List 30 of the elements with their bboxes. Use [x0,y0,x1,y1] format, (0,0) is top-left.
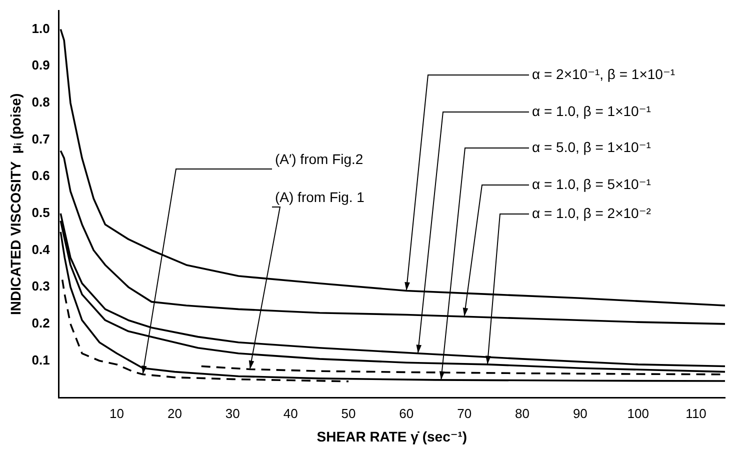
annotation: α = 2×10⁻¹, β = 1×10⁻¹ [532,66,676,82]
y-tick-label: 0.8 [32,94,50,110]
x-tick-label: 80 [515,406,530,421]
x-tick-label: 20 [167,406,182,421]
y-tick-label: 0.9 [32,58,50,73]
x-tick-label: 70 [457,406,472,421]
y-tick-label: 0.4 [32,242,51,257]
annotation: α = 1.0, β = 5×10⁻¹ [532,176,652,192]
x-axis-title: SHEAR RATE γ̇ (sec⁻¹) [316,428,468,444]
annotation: (A′) from Fig.2 [275,150,364,167]
x-tick-label: 110 [686,406,706,421]
x-tick-label: 60 [399,406,414,421]
x-tick-label: 90 [572,406,588,421]
annotation: α = 1.0, β = 2×10⁻² [532,204,652,221]
x-tick-label: 40 [283,406,298,421]
annotation: α = 1.0, β = 1×10⁻¹ [532,102,652,119]
x-tick-label: 100 [627,406,649,421]
y-tick-label: 0.2 [32,316,50,330]
x-tick-label: 50 [341,406,356,421]
y-tick-label: 0.5 [32,204,50,220]
annotation: α = 5.0, β = 1×10⁻¹ [532,138,652,155]
y-tick-label: 1.0 [32,20,50,36]
y-tick-label: 0.7 [32,131,50,146]
y-tick-label: 0.3 [32,278,50,294]
y-tick-label: 0.1 [32,352,50,368]
y-tick-label: 0.6 [32,168,50,184]
y-axis-title: INDICATED VISCOSITY μᵢ (poise) [7,93,24,316]
annotation: (A) from Fig. 1 [275,188,365,205]
x-tick-label: 10 [110,406,124,421]
x-tick-label: 30 [225,406,240,421]
